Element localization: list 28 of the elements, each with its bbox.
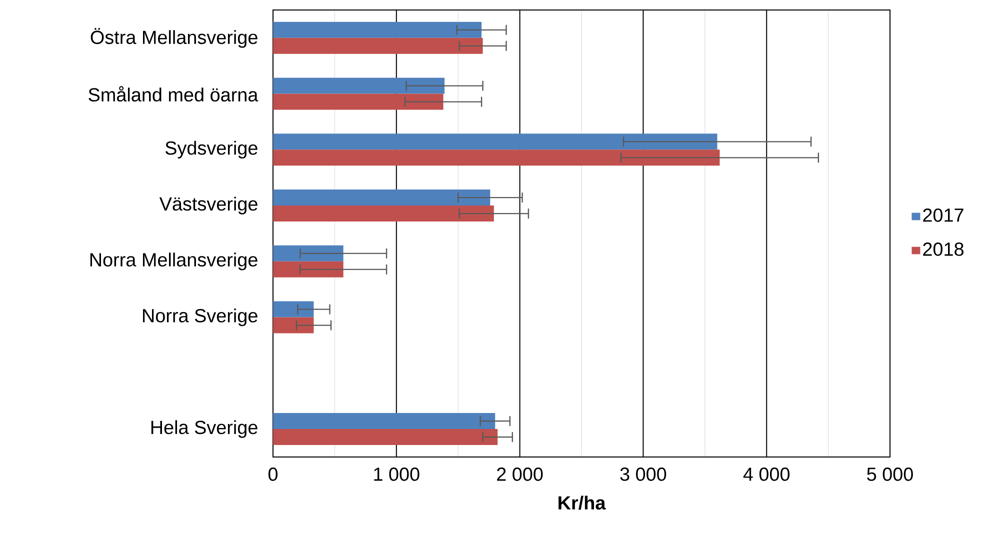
bar <box>273 150 720 166</box>
bar <box>273 429 498 446</box>
y-tick-label: Hela Sverige <box>151 420 258 438</box>
bar <box>273 413 496 430</box>
x-tick-label: 2 000 <box>497 467 543 481</box>
x-tick-label: 3 000 <box>620 467 666 481</box>
x-tick-label: 1 000 <box>374 467 420 481</box>
bar <box>273 78 445 94</box>
legend-label: 2017 <box>923 208 964 222</box>
y-tick-label: Småland med öarna <box>88 86 258 102</box>
x-tick-label: 4 000 <box>743 467 790 481</box>
legend-label: 2018 <box>923 242 964 256</box>
bar <box>273 134 718 150</box>
bar <box>273 301 314 318</box>
bar <box>273 317 314 334</box>
y-tick-label: Norra Sverige <box>143 308 258 326</box>
y-tick-label: Sydsverige <box>165 140 258 158</box>
y-tick-label: Norra Mellansverige <box>90 252 258 270</box>
y-tick-label: Östra Mellansverige <box>90 28 258 48</box>
bar <box>273 38 483 54</box>
x-axis-title: Kr/ha <box>558 496 606 510</box>
x-tick-label: 5 000 <box>867 467 913 481</box>
bar <box>273 22 482 38</box>
y-tick-label: Västsverige <box>159 196 258 214</box>
bar <box>273 206 494 222</box>
bar <box>273 94 444 110</box>
bar <box>273 190 490 206</box>
x-tick-label: 0 <box>268 467 278 481</box>
